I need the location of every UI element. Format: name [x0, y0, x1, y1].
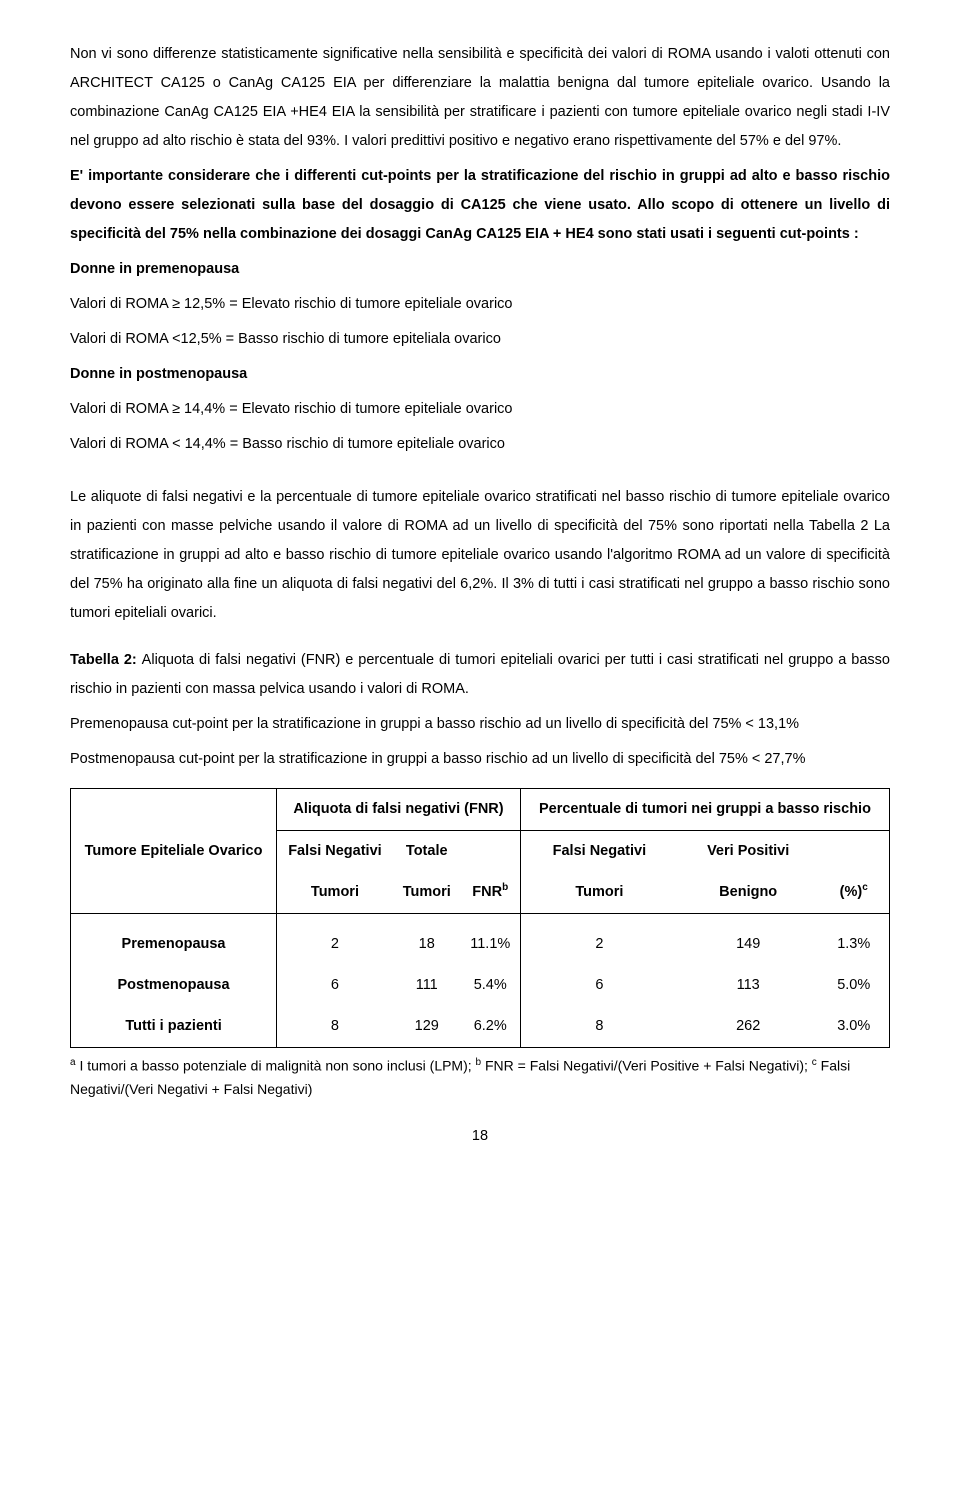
cell: 3.0%	[818, 1006, 889, 1048]
cell: 129	[393, 1006, 461, 1048]
premenopause-heading: Donne in premenopausa	[70, 255, 890, 284]
cell: 113	[678, 965, 819, 1006]
cell: 149	[678, 914, 819, 966]
col-fn2: Falsi Negativi	[520, 831, 677, 873]
cell: 111	[393, 965, 461, 1006]
cell: 1.3%	[818, 914, 889, 966]
col-pct: (%)c	[818, 872, 889, 914]
row-label: Premenopausa	[71, 914, 277, 966]
page-number: 18	[70, 1122, 890, 1151]
postmenopause-heading: Donne in postmenopausa	[70, 360, 890, 389]
cell: 11.1%	[461, 914, 521, 966]
row-label: Postmenopausa	[71, 965, 277, 1006]
premenopause-line1: Valori di ROMA ≥ 12,5% = Elevato rischio…	[70, 290, 890, 319]
cell: 8	[277, 1006, 393, 1048]
col-tumori3: Tumori	[520, 872, 677, 914]
postmenopause-line2: Valori di ROMA < 14,4% = Basso rischio d…	[70, 430, 890, 459]
cell: 5.4%	[461, 965, 521, 1006]
cell: 18	[393, 914, 461, 966]
cell: 262	[678, 1006, 819, 1048]
cell: 8	[520, 1006, 677, 1048]
col-tumori1: Tumori	[277, 872, 393, 914]
row-label: Tutti i pazienti	[71, 1006, 277, 1048]
table-footnote: a I tumori a basso potenziale di maligni…	[70, 1054, 890, 1102]
table2-pre-cut: Premenopausa cut-point per la stratifica…	[70, 710, 890, 739]
cell: 2	[277, 914, 393, 966]
table-group2-header: Percentuale di tumori nei gruppi a basso…	[520, 789, 889, 831]
fnr-table: Tumore Epiteliale Ovarico Aliquota di fa…	[70, 788, 890, 1048]
cell: 6.2%	[461, 1006, 521, 1048]
table-row: Postmenopausa 6 111 5.4% 6 113 5.0%	[71, 965, 890, 1006]
table-group1-header: Aliquota di falsi negativi (FNR)	[277, 789, 521, 831]
results-paragraph: Le aliquote di falsi negativi e la perce…	[70, 483, 890, 628]
col-vp: Veri Positivi	[678, 831, 819, 873]
table-row: Tutti i pazienti 8 129 6.2% 8 262 3.0%	[71, 1006, 890, 1048]
col-fn: Falsi Negativi	[277, 831, 393, 873]
cell: 2	[520, 914, 677, 966]
cell: 5.0%	[818, 965, 889, 1006]
col-fnr: FNRb	[461, 872, 521, 914]
intro-paragraph: Non vi sono differenze statisticamente s…	[70, 40, 890, 156]
table-rowlabel-header: Tumore Epiteliale Ovarico	[71, 789, 277, 914]
premenopause-line2: Valori di ROMA <12,5% = Basso rischio di…	[70, 325, 890, 354]
cell: 6	[277, 965, 393, 1006]
table2-caption: Tabella 2: Aliquota di falsi negativi (F…	[70, 646, 890, 704]
postmenopause-line1: Valori di ROMA ≥ 14,4% = Elevato rischio…	[70, 395, 890, 424]
table-row: Premenopausa 2 18 11.1% 2 149 1.3%	[71, 914, 890, 966]
table2-label: Tabella 2:	[70, 652, 142, 668]
col-benigno: Benigno	[678, 872, 819, 914]
cell: 6	[520, 965, 677, 1006]
col-tot: Totale	[393, 831, 461, 873]
important-note: E' importante considerare che i differen…	[70, 162, 890, 249]
table2-desc: Aliquota di falsi negativi (FNR) e perce…	[70, 652, 890, 697]
page: Non vi sono differenze statisticamente s…	[0, 0, 960, 1191]
col-tumori2: Tumori	[393, 872, 461, 914]
table2-post-cut: Postmenopausa cut-point per la stratific…	[70, 745, 890, 774]
